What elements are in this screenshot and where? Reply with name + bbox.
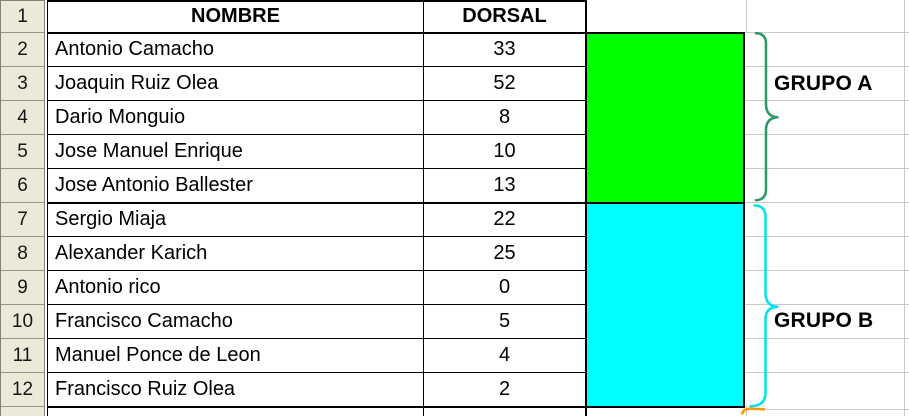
row-divider xyxy=(47,270,586,271)
dorsal-cell[interactable]: 52 xyxy=(493,72,516,94)
row-header-cell[interactable]: 6 xyxy=(1,169,44,203)
row-header-cell[interactable]: 2 xyxy=(1,33,44,67)
gridline xyxy=(746,405,747,416)
row-header-cell[interactable]: 4 xyxy=(1,101,44,135)
gridline xyxy=(745,100,909,101)
gridline xyxy=(745,409,909,410)
gridline xyxy=(745,304,909,305)
table-border-top xyxy=(47,0,587,2)
table-border-bottom xyxy=(47,406,745,408)
name-cell[interactable]: Jose Manuel Enrique xyxy=(55,140,243,162)
grupo-a-brace[interactable] xyxy=(754,32,779,202)
name-cell[interactable]: Antonio rico xyxy=(55,276,161,298)
dorsal-cell[interactable]: 4 xyxy=(498,344,511,366)
dorsal-column-header[interactable]: DORSAL xyxy=(462,5,547,27)
row-header-cell-partial[interactable] xyxy=(1,407,44,416)
dorsal-cell[interactable]: 2 xyxy=(498,378,511,400)
row-divider xyxy=(47,66,586,67)
column-divider xyxy=(423,0,424,416)
dorsal-cell[interactable]: 22 xyxy=(493,208,516,230)
gridline xyxy=(745,134,909,135)
row-header-cell[interactable]: 5 xyxy=(1,135,44,169)
gridline xyxy=(745,372,909,373)
row-header-cell[interactable]: 9 xyxy=(1,271,44,305)
gridline xyxy=(745,338,909,339)
row-divider xyxy=(47,100,586,101)
name-cell[interactable]: Dario Monguio xyxy=(55,106,186,128)
dorsal-cell[interactable]: 10 xyxy=(493,140,516,162)
row-header-cell[interactable]: 1 xyxy=(1,1,44,33)
dorsal-cell[interactable]: 0 xyxy=(498,276,511,298)
dorsal-cell[interactable]: 8 xyxy=(498,106,511,128)
name-cell[interactable]: Jose Antonio Ballester xyxy=(55,174,253,196)
name-cell[interactable]: Francisco Camacho xyxy=(55,310,233,332)
gridline xyxy=(745,32,909,33)
row-divider xyxy=(47,338,586,339)
name-cell[interactable]: Francisco Ruiz Olea xyxy=(55,378,236,400)
dorsal-cell[interactable]: 25 xyxy=(493,242,516,264)
row-header-column: 1 2 3 4 5 6 7 8 9 10 11 12 xyxy=(0,0,45,416)
name-cell[interactable]: Alexander Karich xyxy=(55,242,208,264)
dorsal-cell[interactable]: 33 xyxy=(493,38,516,60)
table-border-left xyxy=(47,1,48,416)
row-header-cell[interactable]: 11 xyxy=(1,339,44,373)
group-a-fill[interactable] xyxy=(587,34,743,202)
header-bottom-border xyxy=(47,32,745,34)
name-column-header[interactable]: NOMBRE xyxy=(191,5,280,27)
row-header-cell[interactable]: 7 xyxy=(1,203,44,237)
group-b-fill[interactable] xyxy=(587,204,743,406)
dorsal-cell[interactable]: 13 xyxy=(493,174,516,196)
row-divider xyxy=(47,134,586,135)
gridline xyxy=(745,168,909,169)
row-divider xyxy=(47,372,586,373)
group-divider-border xyxy=(47,202,745,204)
dorsal-cell[interactable]: 5 xyxy=(498,310,511,332)
grupo-a-label[interactable]: GRUPO A xyxy=(774,72,873,95)
name-cell[interactable]: Manuel Ponce de Leon xyxy=(55,344,261,366)
row-header-cell[interactable]: 12 xyxy=(1,373,44,407)
gridline xyxy=(745,236,909,237)
row-header-cell[interactable]: 10 xyxy=(1,305,44,339)
row-header-cell[interactable]: 8 xyxy=(1,237,44,271)
color-column-right-border xyxy=(743,32,745,408)
row-divider xyxy=(47,304,586,305)
gridline xyxy=(745,66,909,67)
row-divider xyxy=(47,236,586,237)
gridline xyxy=(745,270,909,271)
row-divider xyxy=(47,168,586,169)
table-border-dorsal-right xyxy=(585,0,587,416)
name-cell[interactable]: Joaquin Ruiz Olea xyxy=(55,72,219,94)
gridline xyxy=(904,0,905,416)
grupo-b-label[interactable]: GRUPO B xyxy=(774,309,874,332)
gridline xyxy=(746,0,747,33)
gridline xyxy=(745,202,909,203)
name-cell[interactable]: Antonio Camacho xyxy=(55,38,214,60)
name-cell[interactable]: Sergio Miaja xyxy=(55,208,167,230)
row-header-cell[interactable]: 3 xyxy=(1,67,44,101)
